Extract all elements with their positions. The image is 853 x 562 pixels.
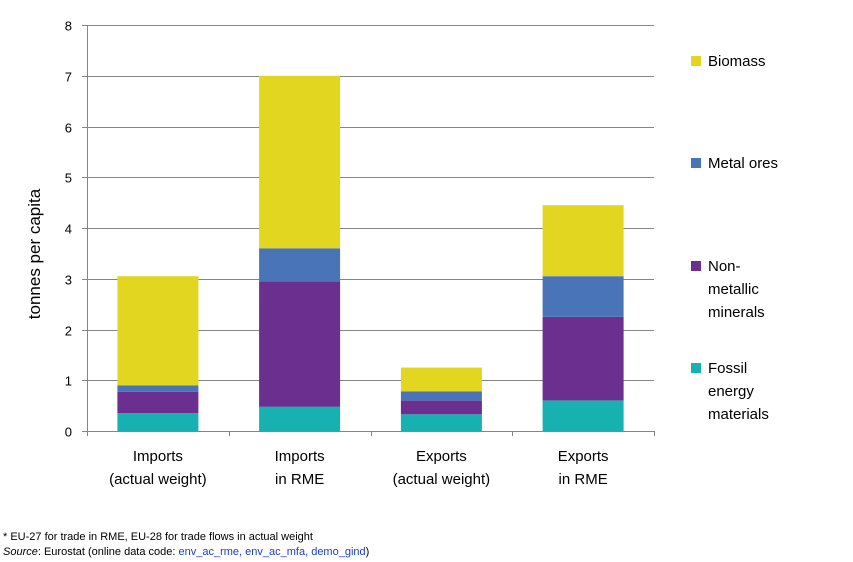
y-tick-label: 1 [65,374,72,389]
legend: Biomass Metal ores Non-metallic minerals Fos… [691,53,778,423]
x-tick-label: Imports in RME [275,448,325,488]
y-tick-label: 7 [65,70,72,85]
y-tick-label: 5 [65,171,72,186]
bar-segment [117,385,199,392]
legend-label: Metal ores [708,155,778,172]
y-tick-label: 4 [65,222,72,237]
bar-segment [259,248,341,282]
bar-segment [400,414,482,431]
legend-swatch [691,261,701,271]
y-tick-label: 0 [65,425,72,440]
x-tick-label: Exports in RME [558,448,609,488]
bar-segment [117,276,199,386]
legend-swatch [691,158,701,168]
legend-swatch [691,56,701,66]
y-tick-label: 8 [65,19,72,34]
bar-segment [400,391,482,401]
legend-label: Fossil energy materials [708,360,769,423]
source-end: ) [365,546,370,558]
source-text: : Eurostat (online data code: [37,546,179,558]
footnote: * EU-27 for trade in RME, EU-28 for trad… [3,531,313,543]
x-axis-labels: Imports (actual weight) Imports in RME Expor… [109,448,608,488]
legend-label: Biomass [708,53,766,70]
y-tick-label: 6 [65,121,72,136]
chart: 0 1 2 3 4 5 6 7 8 Imports (actual weight) Imports i… [25,19,778,489]
bar-segment [542,205,624,277]
source-label: Source [3,546,38,558]
y-tick-label: 2 [65,324,72,339]
y-tick-label: 3 [65,273,72,288]
y-axis-label: tonnes per capita [25,188,44,319]
legend-label: Non-metallic minerals [708,258,765,321]
bar-segment [400,400,482,415]
bar-segment [542,276,624,317]
x-tick-label: Exports (actual weight) [393,448,491,488]
bar-segment [117,413,199,431]
bar-segment [259,406,341,431]
x-tick-label: Imports (actual weight) [109,448,207,488]
y-axis-ticks: 0 1 2 3 4 5 6 7 8 [65,19,87,440]
bar-segment [259,75,341,249]
source-line: Source: Eurostat (online data code: env_… [3,545,369,559]
bar-segment [542,316,624,401]
bar-segment [117,391,199,414]
data-codes-link[interactable]: env_ac_rme, env_ac_mfa, demo_gind [178,546,366,558]
bar-segment [259,281,341,407]
legend-swatch [691,363,701,373]
bar-segment [542,400,624,431]
bar-segment [400,367,482,392]
axes [87,25,655,436]
bars [117,75,624,431]
